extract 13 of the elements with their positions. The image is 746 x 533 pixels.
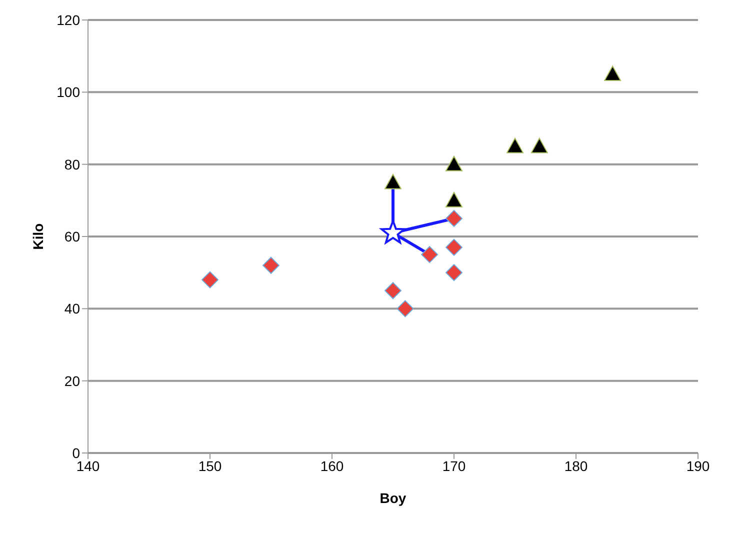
y-tick-label: 60 — [64, 228, 80, 244]
y-tick-label: 120 — [56, 12, 80, 28]
x-tick-label: 160 — [320, 458, 344, 474]
y-tick-label: 20 — [64, 372, 80, 389]
y-tick-label: 40 — [64, 300, 80, 317]
x-tick-label: 170 — [442, 458, 466, 474]
y-tick-label: 100 — [56, 84, 80, 100]
y-tick-label: 80 — [64, 156, 80, 172]
y-axis-title: Kilo — [30, 223, 46, 250]
x-tick-label: 150 — [198, 458, 222, 474]
x-tick-label: 190 — [686, 458, 710, 474]
x-axis-title: Boy — [380, 490, 406, 506]
x-tick-label: 180 — [564, 458, 588, 474]
